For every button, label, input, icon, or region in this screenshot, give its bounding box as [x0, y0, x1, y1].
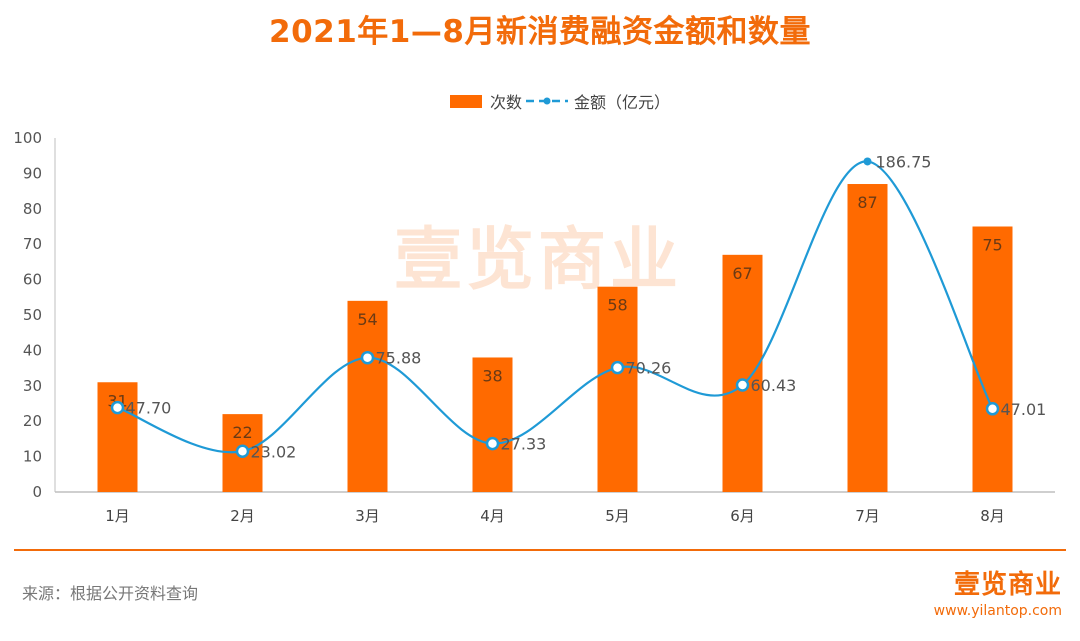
watermark: 壹览商业: [394, 221, 682, 300]
line-point: [735, 378, 750, 392]
y-tick-label: 0: [32, 483, 42, 501]
y-tick-label: 40: [23, 341, 42, 359]
x-tick-label: 5月: [605, 507, 630, 525]
legend-item-bar: 次数: [450, 89, 522, 113]
bar: [972, 226, 1013, 492]
x-tick-label: 6月: [730, 507, 755, 525]
x-tick-label: 7月: [855, 507, 880, 525]
line-value-label: 47.70: [126, 399, 172, 418]
y-tick-label: 60: [23, 271, 42, 289]
bar-value-label: 87: [857, 193, 877, 212]
brand-url: www.yilantop.com: [933, 603, 1062, 619]
legend-line-label: 金额（亿元）: [574, 93, 671, 112]
bar-value-label: 38: [482, 366, 502, 385]
bar-value-label: 75: [982, 236, 1002, 255]
line-value-label: 60.43: [751, 376, 797, 395]
bar: [722, 254, 763, 492]
bar: [472, 357, 513, 492]
footer-divider: [14, 549, 1066, 551]
y-tick-label: 70: [23, 235, 42, 253]
line-point: [985, 402, 1000, 416]
x-tick-label: 8月: [980, 507, 1005, 525]
bar-value-label: 67: [732, 264, 752, 283]
source-note: 来源：根据公开资料查询: [22, 584, 199, 603]
y-tick-label: 20: [23, 412, 42, 430]
x-tick-label: 3月: [355, 507, 380, 525]
brand-logo: 壹览商业: [953, 570, 1062, 600]
x-tick-label: 2月: [230, 507, 255, 525]
bar: [597, 286, 638, 492]
y-tick-label: 90: [23, 164, 42, 182]
legend-bar-label: 次数: [490, 93, 523, 112]
y-tick-label: 50: [23, 306, 42, 324]
legend-bar-swatch: [450, 94, 482, 108]
chart-title: 2021年1—8月新消费融资金额和数量: [269, 14, 811, 50]
line-point: [235, 444, 250, 459]
line-value-label: 75.88: [376, 349, 422, 368]
line-point: [863, 157, 872, 166]
line-value-label: 70.26: [626, 359, 672, 378]
line-value-label: 23.02: [251, 442, 297, 461]
x-tick-label: 1月: [105, 507, 130, 525]
y-tick-label: 100: [13, 129, 42, 147]
y-tick-label: 30: [23, 377, 42, 395]
bar-value-label: 54: [357, 310, 377, 329]
y-tick-label: 10: [23, 448, 42, 466]
bar: [347, 300, 388, 492]
bar-value-label: 58: [607, 296, 627, 315]
y-tick-label: 80: [23, 200, 42, 218]
line-value-label: 27.33: [501, 435, 547, 454]
legend: 次数 金额（亿元）: [450, 89, 670, 113]
line-point: [360, 350, 375, 365]
line-point: [485, 436, 500, 451]
bar-value-label: 22: [232, 423, 252, 442]
bar: [847, 184, 888, 492]
bar: [97, 382, 138, 492]
line-point: [110, 400, 125, 415]
x-tick-label: 4月: [480, 507, 505, 525]
brand: 壹览商业 www.yilantop.com: [934, 564, 1062, 619]
line-value-label: 186.75: [876, 152, 932, 171]
legend-item-line: 金额（亿元）: [522, 89, 670, 113]
line-value-label: 47.01: [1001, 400, 1047, 419]
line-point: [610, 360, 625, 375]
legend-line-swatch: [526, 97, 569, 105]
